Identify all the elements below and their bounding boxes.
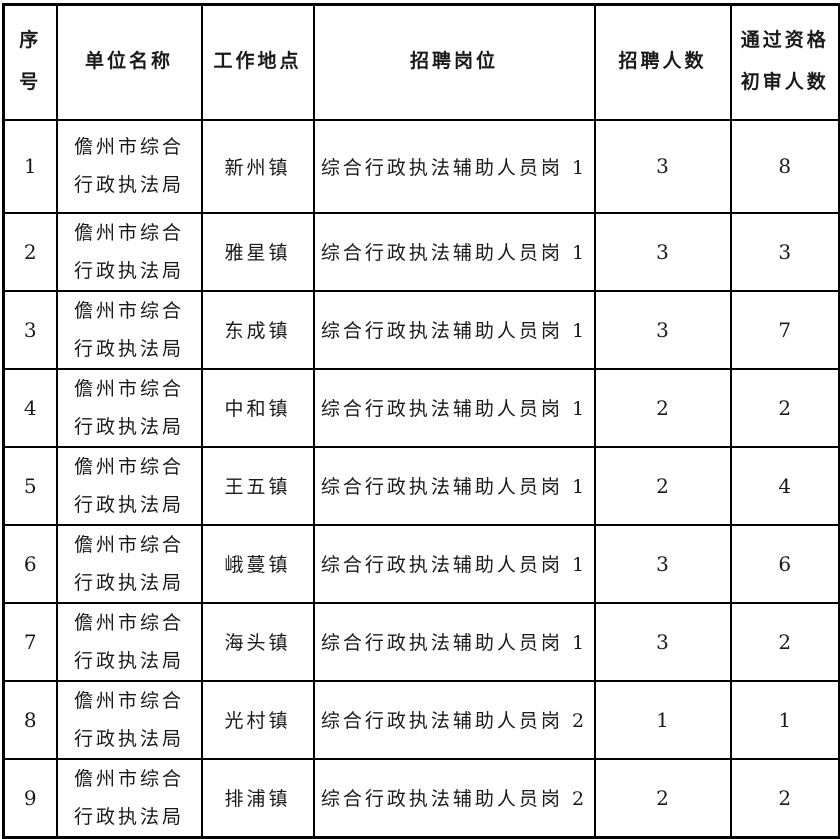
cell-serial-number: 5 — [2, 445, 58, 526]
cell-unit-name: 儋州市综合 行政执法局 — [55, 757, 203, 838]
cell-openings-count: 3 — [593, 118, 732, 214]
table-row: 7 儋州市综合 行政执法局 海头镇 综合行政执法辅助人员岗 1 3 2 — [2, 601, 840, 682]
cell-serial-number: 3 — [2, 289, 58, 370]
cell-openings-count: 3 — [593, 211, 732, 292]
cell-work-location: 排浦镇 — [200, 757, 315, 838]
cell-position: 综合行政执法辅助人员岗 1 — [312, 289, 596, 370]
cell-position: 综合行政执法辅助人员岗 1 — [312, 118, 596, 214]
cell-position: 综合行政执法辅助人员岗 1 — [312, 523, 596, 604]
cell-openings-count: 2 — [593, 757, 732, 838]
col-header-serial-number: 序 号 — [2, 3, 58, 121]
cell-position: 综合行政执法辅助人员岗 2 — [312, 757, 596, 838]
cell-position: 综合行政执法辅助人员岗 1 — [312, 367, 596, 448]
recruitment-table-container: 序 号 单位名称 工作地点 招聘岗位 招聘人数 通过资格 初审人数 1 儋州市综… — [2, 3, 840, 839]
cell-openings-count: 1 — [593, 679, 732, 760]
table-row: 1 儋州市综合 行政执法局 新州镇 综合行政执法辅助人员岗 1 3 8 — [2, 118, 840, 214]
cell-openings-count: 3 — [593, 289, 732, 370]
cell-serial-number: 9 — [2, 757, 58, 838]
table-row: 6 儋州市综合 行政执法局 峨蔓镇 综合行政执法辅助人员岗 1 3 6 — [2, 523, 840, 604]
cell-serial-number: 4 — [2, 367, 58, 448]
col-header-openings: 招聘人数 — [593, 3, 732, 121]
table-row: 2 儋州市综合 行政执法局 雅星镇 综合行政执法辅助人员岗 1 3 3 — [2, 211, 840, 292]
cell-openings-count: 3 — [593, 601, 732, 682]
cell-serial-number: 7 — [2, 601, 58, 682]
cell-passed-review-count: 2 — [729, 367, 840, 448]
table-row: 5 儋州市综合 行政执法局 王五镇 综合行政执法辅助人员岗 1 2 4 — [2, 445, 840, 526]
cell-serial-number: 1 — [2, 118, 58, 214]
cell-unit-name: 儋州市综合 行政执法局 — [55, 601, 203, 682]
cell-work-location: 东成镇 — [200, 289, 315, 370]
cell-unit-name: 儋州市综合 行政执法局 — [55, 523, 203, 604]
cell-unit-name: 儋州市综合 行政执法局 — [55, 289, 203, 370]
cell-passed-review-count: 1 — [729, 679, 840, 760]
cell-work-location: 王五镇 — [200, 445, 315, 526]
cell-passed-review-count: 2 — [729, 601, 840, 682]
cell-passed-review-count: 8 — [729, 118, 840, 214]
cell-position: 综合行政执法辅助人员岗 1 — [312, 211, 596, 292]
cell-unit-name: 儋州市综合 行政执法局 — [55, 679, 203, 760]
cell-unit-name: 儋州市综合 行政执法局 — [55, 367, 203, 448]
col-header-work-location: 工作地点 — [200, 3, 315, 121]
table-row: 4 儋州市综合 行政执法局 中和镇 综合行政执法辅助人员岗 1 2 2 — [2, 367, 840, 448]
table-row: 3 儋州市综合 行政执法局 东成镇 综合行政执法辅助人员岗 1 3 7 — [2, 289, 840, 370]
cell-unit-name: 儋州市综合 行政执法局 — [55, 211, 203, 292]
header-row: 序 号 单位名称 工作地点 招聘岗位 招聘人数 通过资格 初审人数 — [2, 3, 840, 121]
cell-work-location: 中和镇 — [200, 367, 315, 448]
cell-position: 综合行政执法辅助人员岗 1 — [312, 601, 596, 682]
cell-work-location: 新州镇 — [200, 118, 315, 214]
col-header-passed-review: 通过资格 初审人数 — [729, 3, 840, 121]
cell-passed-review-count: 6 — [729, 523, 840, 604]
cell-serial-number: 8 — [2, 679, 58, 760]
cell-passed-review-count: 7 — [729, 289, 840, 370]
recruitment-table: 序 号 单位名称 工作地点 招聘岗位 招聘人数 通过资格 初审人数 1 儋州市综… — [2, 3, 840, 839]
cell-unit-name: 儋州市综合 行政执法局 — [55, 445, 203, 526]
cell-openings-count: 2 — [593, 367, 732, 448]
cell-serial-number: 6 — [2, 523, 58, 604]
cell-openings-count: 3 — [593, 523, 732, 604]
cell-passed-review-count: 2 — [729, 757, 840, 838]
col-header-unit-name: 单位名称 — [55, 3, 203, 121]
cell-openings-count: 2 — [593, 445, 732, 526]
cell-passed-review-count: 4 — [729, 445, 840, 526]
cell-passed-review-count: 3 — [729, 211, 840, 292]
cell-position: 综合行政执法辅助人员岗 1 — [312, 445, 596, 526]
col-header-position: 招聘岗位 — [312, 3, 596, 121]
cell-work-location: 峨蔓镇 — [200, 523, 315, 604]
table-row: 9 儋州市综合 行政执法局 排浦镇 综合行政执法辅助人员岗 2 2 2 — [2, 757, 840, 838]
cell-work-location: 海头镇 — [200, 601, 315, 682]
cell-unit-name: 儋州市综合 行政执法局 — [55, 118, 203, 214]
cell-position: 综合行政执法辅助人员岗 2 — [312, 679, 596, 760]
table-row: 8 儋州市综合 行政执法局 光村镇 综合行政执法辅助人员岗 2 1 1 — [2, 679, 840, 760]
cell-work-location: 光村镇 — [200, 679, 315, 760]
cell-serial-number: 2 — [2, 211, 58, 292]
cell-work-location: 雅星镇 — [200, 211, 315, 292]
